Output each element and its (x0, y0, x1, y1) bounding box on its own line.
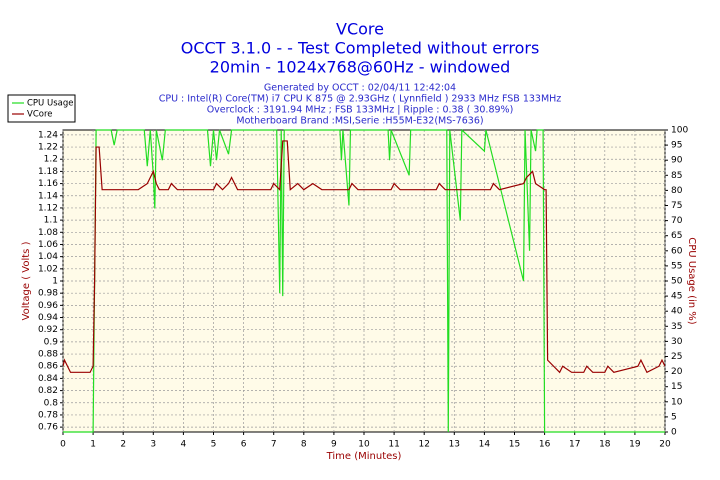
y2-tick-label: 15 (671, 382, 682, 392)
y2-tick-label: 85 (671, 171, 682, 181)
x-tick-label: 20 (659, 440, 671, 450)
y-tick-label: 1.22 (38, 143, 58, 153)
x-tick-label: 9 (331, 440, 337, 450)
x-tick-label: 4 (181, 440, 187, 450)
y2-tick-label: 30 (671, 337, 683, 347)
y-tick-label: 0.86 (38, 362, 58, 372)
y2-tick-label: 10 (671, 397, 683, 407)
legend-box (7, 94, 76, 123)
y2-tick-label: 100 (671, 126, 688, 136)
x-axis-label: Time (Minutes) (326, 451, 402, 462)
legend-label: CPU Usage (27, 99, 73, 109)
info-line: Overclock : 3191.94 MHz ; FSB 133MHz | R… (207, 105, 514, 116)
y2-tick-label: 60 (671, 246, 683, 256)
x-tick-label: 8 (301, 440, 307, 450)
y-tick-label: 1.14 (38, 191, 58, 201)
y2-tick-label: 75 (671, 201, 682, 211)
y2-tick-label: 45 (671, 292, 682, 302)
y2-tick-label: 0 (671, 428, 677, 438)
series-line (63, 140, 665, 374)
x-tick-label: 12 (418, 440, 429, 450)
x-tick-label: 7 (271, 440, 277, 450)
y2-tick-label: 95 (671, 141, 682, 151)
chart-title: VCore (336, 20, 384, 39)
y2-tick-label: 50 (671, 277, 683, 287)
y2-tick-label: 80 (671, 186, 683, 196)
y2-axis-label: CPU Usage (in %) (686, 237, 697, 325)
y-tick-label: 0.96 (38, 301, 58, 311)
x-tick-label: 13 (449, 440, 460, 450)
y2-tick-label: 25 (671, 352, 682, 362)
y-tick-label: 0.8 (44, 398, 59, 408)
y-tick-label: 0.94 (38, 313, 58, 323)
y2-tick-label: 65 (671, 231, 682, 241)
y2-tick-label: 5 (671, 412, 677, 422)
y-tick-label: 0.82 (38, 386, 58, 396)
x-tick-label: 5 (211, 440, 217, 450)
y-tick-label: 0.98 (38, 289, 58, 299)
y-axis-label: Voltage ( Volts ) (21, 241, 32, 320)
y-tick-label: 0.88 (38, 350, 58, 360)
x-tick-label: 3 (150, 440, 156, 450)
chart-subtitle: OCCT 3.1.0 - - Test Completed without er… (181, 39, 540, 58)
y-tick-label: 1.12 (38, 203, 58, 213)
y-tick-label: 1.06 (38, 240, 58, 250)
y2-tick-label: 90 (671, 156, 683, 166)
series-line (63, 129, 665, 433)
y-tick-label: 0.78 (38, 410, 58, 420)
legend-label: VCore (27, 110, 53, 120)
y-tick-label: 1.18 (38, 167, 58, 177)
chart-subtitle: 20min - 1024x768@60Hz - windowed (210, 58, 511, 77)
y-tick-label: 1.08 (38, 228, 58, 238)
x-tick-label: 11 (388, 440, 399, 450)
y2-tick-label: 55 (671, 261, 682, 271)
y-tick-label: 0.76 (38, 423, 58, 433)
x-tick-label: 16 (539, 440, 551, 450)
info-line: Generated by OCCT : 02/04/11 12:42:04 (264, 83, 456, 94)
y-tick-label: 1.24 (38, 130, 58, 140)
x-tick-label: 14 (479, 440, 491, 450)
x-tick-label: 17 (569, 440, 580, 450)
y-tick-label: 1.2 (44, 155, 58, 165)
y2-tick-label: 70 (671, 216, 683, 226)
y-tick-label: 0.84 (38, 374, 58, 384)
y2-tick-label: 35 (671, 322, 682, 332)
y-tick-label: 0.92 (38, 325, 58, 335)
y-tick-label: 1.1 (44, 216, 58, 226)
x-tick-label: 1 (90, 440, 96, 450)
x-tick-label: 6 (241, 440, 247, 450)
x-tick-label: 2 (120, 440, 126, 450)
info-line: Motherboard Brand :MSI,Serie :H55M-E32(M… (236, 116, 483, 127)
x-tick-label: 18 (599, 440, 611, 450)
x-tick-label: 15 (509, 440, 520, 450)
x-tick-label: 10 (358, 440, 370, 450)
y-tick-label: 1.04 (38, 252, 58, 262)
y-tick-label: 1.02 (38, 264, 58, 274)
y-tick-label: 0.9 (44, 337, 59, 347)
x-tick-label: 19 (629, 440, 641, 450)
y-tick-label: 1.16 (38, 179, 58, 189)
y-tick-label: 1 (52, 277, 58, 287)
x-tick-label: 0 (60, 440, 66, 450)
plot-lines (63, 129, 665, 433)
info-line: CPU : Intel(R) Core(TM) i7 CPU K 875 @ 2… (159, 94, 562, 105)
y2-tick-label: 20 (671, 367, 683, 377)
y2-tick-label: 40 (671, 307, 683, 317)
